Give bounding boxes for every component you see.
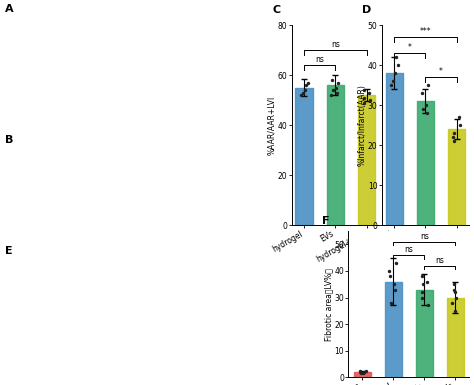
- Point: [333, 89, 341, 95]
- Point: [391, 281, 398, 287]
- Bar: [417, 101, 434, 225]
- Point: [360, 94, 368, 100]
- Point: [332, 84, 340, 90]
- Text: ***: ***: [419, 27, 431, 36]
- Y-axis label: %Infarct/Infarct(AAR): %Infarct/Infarct(AAR): [357, 84, 366, 166]
- Point: [365, 89, 373, 95]
- Point: [392, 260, 400, 266]
- Text: *: *: [439, 67, 443, 76]
- Point: [424, 302, 432, 308]
- Point: [391, 70, 399, 76]
- Point: [389, 78, 397, 84]
- Text: F: F: [322, 216, 329, 226]
- Point: [419, 106, 427, 112]
- Point: [423, 110, 431, 116]
- Point: [356, 368, 364, 375]
- Bar: [354, 372, 371, 377]
- Point: [388, 82, 395, 88]
- Point: [386, 268, 393, 274]
- Bar: [358, 95, 375, 225]
- Point: [329, 87, 337, 93]
- Bar: [385, 73, 403, 225]
- Point: [457, 122, 465, 128]
- Point: [452, 308, 459, 314]
- Point: [367, 97, 374, 103]
- Point: [418, 90, 426, 96]
- Text: D: D: [362, 5, 372, 15]
- Text: B: B: [5, 135, 13, 145]
- Text: A: A: [5, 4, 13, 14]
- Text: E: E: [5, 246, 12, 256]
- Bar: [447, 298, 464, 377]
- Point: [452, 295, 460, 301]
- Point: [418, 295, 426, 301]
- Text: ns: ns: [404, 245, 413, 254]
- Point: [357, 370, 365, 377]
- Point: [391, 286, 399, 293]
- Text: ns: ns: [331, 40, 340, 49]
- Point: [418, 289, 426, 295]
- Bar: [295, 87, 313, 225]
- Point: [456, 114, 463, 120]
- Bar: [385, 281, 402, 377]
- Bar: [327, 85, 344, 225]
- Bar: [416, 290, 433, 377]
- Text: ns: ns: [315, 55, 324, 64]
- Y-axis label: %AAR/AAR+LVI: %AAR/AAR+LVI: [267, 95, 276, 155]
- Y-axis label: Fibrotic area（LV%）: Fibrotic area（LV%）: [324, 268, 333, 341]
- Bar: [448, 129, 465, 225]
- Point: [418, 273, 426, 279]
- Point: [394, 62, 401, 68]
- Point: [386, 273, 393, 279]
- Point: [451, 130, 458, 136]
- Point: [328, 92, 335, 98]
- Point: [423, 278, 431, 285]
- Point: [450, 138, 458, 144]
- Point: [328, 77, 336, 83]
- Point: [302, 82, 310, 88]
- Text: ns: ns: [435, 256, 444, 265]
- Point: [450, 281, 457, 287]
- Point: [392, 54, 400, 60]
- Point: [448, 300, 456, 306]
- Text: C: C: [272, 5, 280, 15]
- Point: [422, 102, 430, 108]
- Point: [451, 289, 458, 295]
- Point: [360, 369, 368, 375]
- Point: [361, 87, 368, 93]
- Point: [425, 82, 432, 88]
- Point: [298, 92, 305, 98]
- Point: [299, 89, 307, 95]
- Point: [359, 370, 367, 376]
- Point: [450, 286, 457, 293]
- Point: [301, 87, 309, 93]
- Point: [419, 281, 427, 287]
- Point: [362, 368, 370, 374]
- Text: *: *: [408, 43, 412, 52]
- Point: [360, 99, 368, 105]
- Point: [387, 300, 394, 306]
- Point: [304, 79, 311, 85]
- Point: [335, 79, 342, 85]
- Point: [449, 134, 456, 140]
- Text: ns: ns: [420, 232, 429, 241]
